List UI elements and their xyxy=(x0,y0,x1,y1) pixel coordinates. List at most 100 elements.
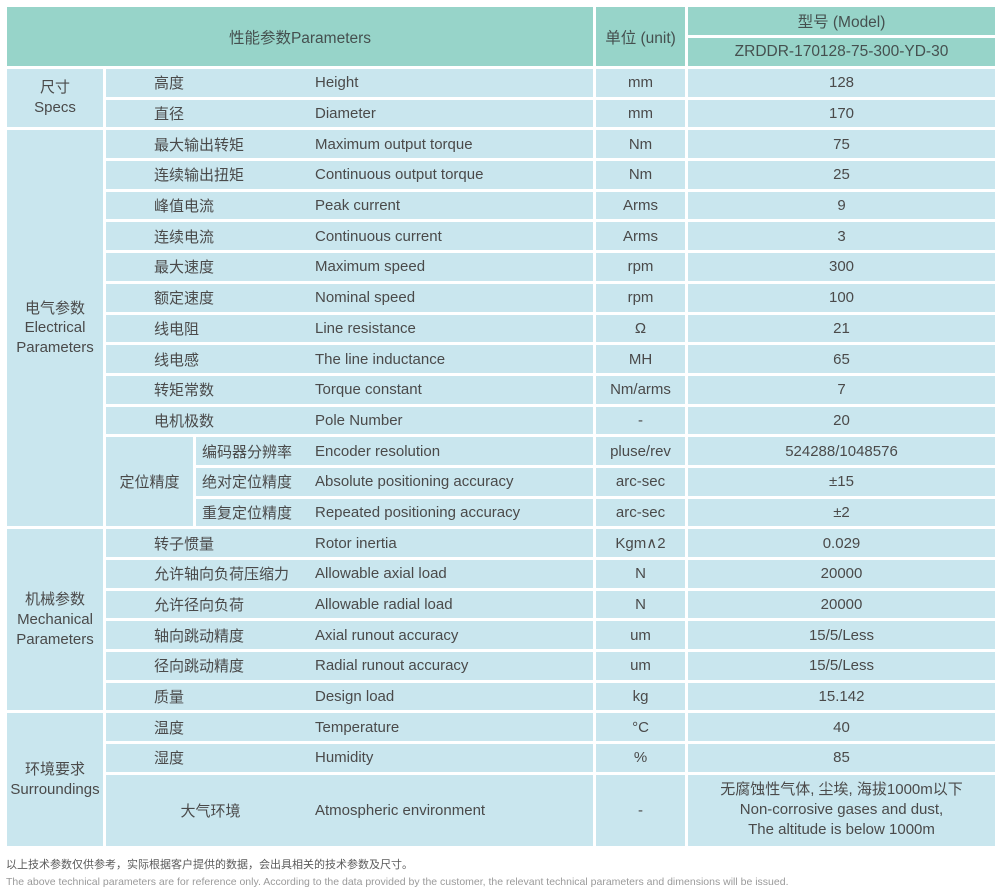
param-value: 75 xyxy=(685,127,998,162)
param-unit: um xyxy=(593,649,688,683)
param-en: Repeated positioning accuracy xyxy=(315,503,521,521)
param-name: 电机极数 Pole Number xyxy=(103,403,596,438)
section-label-en: Specs xyxy=(34,99,76,117)
param-unit: mm xyxy=(593,96,688,131)
footer-note-en: The above technical parameters are for r… xyxy=(6,875,789,888)
param-zh: 轴向跳动精度 xyxy=(154,627,245,645)
param-unit: Nm/arms xyxy=(593,372,688,407)
param-unit: rpm xyxy=(593,280,688,315)
param-unit: N xyxy=(593,587,688,622)
param-value: 85 xyxy=(685,741,998,775)
param-unit: °C xyxy=(593,710,688,745)
param-name: 绝对定位精度 Absolute positioning accuracy xyxy=(193,464,596,499)
section-surroundings: 环境要求 Surroundings xyxy=(4,710,106,849)
param-en: Pole Number xyxy=(315,411,403,429)
param-zh: 允许径向负荷 xyxy=(154,597,245,615)
param-name: 连续电流 Continuous current xyxy=(103,219,596,254)
section-specs: 尺寸 Specs xyxy=(4,65,106,131)
param-value: 524288/1048576 xyxy=(685,434,998,468)
table-row: 湿度 Humidity % 85 xyxy=(6,741,998,775)
param-zh: 重复定位精度 xyxy=(202,504,293,522)
param-unit: kg xyxy=(593,679,688,714)
table-row: 最大速度 Maximum speed rpm 300 xyxy=(6,250,998,284)
param-name: 线电感 The line inductance xyxy=(103,342,596,376)
footer-note-zh: 以上技术参数仅供参考，实际根据客户提供的数据，会出具相关的技术参数及尺寸。 xyxy=(6,858,413,871)
table-row: 允许径向负荷 Allowable radial load N 20000 xyxy=(6,587,998,622)
param-unit: Kgm∧2 xyxy=(593,526,688,560)
param-value: 20000 xyxy=(685,587,998,622)
param-en: Nominal speed xyxy=(315,289,416,307)
param-unit: Arms xyxy=(593,188,688,223)
param-name: 轴向跳动精度 Axial runout accuracy xyxy=(103,618,596,653)
param-unit: mm xyxy=(593,66,688,100)
param-en: Torque constant xyxy=(315,381,422,399)
table-row: 直径 Diameter mm 170 xyxy=(6,96,998,131)
param-en: Absolute positioning accuracy xyxy=(315,473,514,491)
param-en: Encoder resolution xyxy=(315,442,441,460)
table-row: 环境要求 Surroundings 温度 Temperature °C 40 xyxy=(4,710,998,849)
param-name: 转矩常数 Torque constant xyxy=(103,372,596,407)
param-value: 25 xyxy=(685,158,998,192)
param-unit: MH xyxy=(593,342,688,376)
param-name: 温度 Temperature xyxy=(103,710,596,745)
param-value: 300 xyxy=(685,250,998,284)
param-en: Maximum output torque xyxy=(315,135,473,153)
param-en: Line resistance xyxy=(315,319,416,337)
param-value: 无腐蚀性气体, 尘埃, 海拔1000m以下 Non-corrosive gase… xyxy=(685,771,998,849)
param-unit: N xyxy=(593,557,688,591)
param-value: 40 xyxy=(685,710,998,745)
param-unit: Nm xyxy=(593,158,688,192)
section-label-zh: 电气参数 xyxy=(24,299,85,317)
param-en: Temperature xyxy=(315,718,400,736)
param-name: 质量 Design load xyxy=(103,679,596,714)
table-row: 连续输出扭矩 Continuous output torque Nm 25 xyxy=(6,158,998,192)
param-zh: 最大输出转矩 xyxy=(154,136,245,154)
param-value: 0.029 xyxy=(685,526,998,560)
param-zh: 连续电流 xyxy=(154,228,215,246)
param-zh: 峰值电流 xyxy=(154,198,215,216)
model-header: 型号 (Model) xyxy=(685,4,998,38)
param-en: Peak current xyxy=(315,197,401,215)
param-en: Axial runout accuracy xyxy=(315,626,459,644)
param-zh: 线电阻 xyxy=(154,320,200,338)
param-en: Maximum speed xyxy=(315,258,426,276)
param-name: 高度 Height xyxy=(103,66,596,100)
param-value: 15/5/Less xyxy=(685,649,998,683)
param-name: 额定速度 Nominal speed xyxy=(103,280,596,315)
unit-header: 单位 (unit) xyxy=(593,4,688,69)
table-row: 机械参数 Mechanical Parameters 转子惯量 Rotor ine… xyxy=(4,526,998,714)
param-unit: Nm xyxy=(593,127,688,162)
param-unit: % xyxy=(593,741,688,775)
param-en: The line inductance xyxy=(315,350,446,368)
section-label-en: Electrical Parameters xyxy=(16,319,94,357)
table-row: 定位精度 编码器分辨率 Encoder resolution pluse/rev … xyxy=(6,434,998,530)
param-en: Radial runout accuracy xyxy=(315,657,469,675)
param-value: 9 xyxy=(685,188,998,223)
param-zh: 直径 xyxy=(154,106,185,124)
section-label-zh: 尺寸 xyxy=(39,79,70,97)
param-value: ±15 xyxy=(685,464,998,499)
param-value: 3 xyxy=(685,219,998,254)
param-value: 21 xyxy=(685,311,998,346)
param-en: Height xyxy=(315,74,359,92)
footer-notes: 以上技术参数仅供参考，实际根据客户提供的数据，会出具相关的技术参数及尺寸。 Th… xyxy=(4,849,995,888)
table-row: 转矩常数 Torque constant Nm/arms 7 xyxy=(6,372,998,407)
param-zh: 最大速度 xyxy=(154,259,215,277)
param-value: 65 xyxy=(685,342,998,376)
param-zh: 转矩常数 xyxy=(154,382,215,400)
param-name: 湿度 Humidity xyxy=(103,741,596,775)
section-label-zh: 环境要求 xyxy=(24,760,85,778)
param-unit: Ω xyxy=(593,311,688,346)
param-zh: 编码器分辨率 xyxy=(202,443,293,461)
group-positioning-accuracy: 定位精度 xyxy=(103,434,196,530)
param-unit: pluse/rev xyxy=(593,434,688,468)
atmos-value-line: The altitude is below 1000m xyxy=(748,821,935,839)
param-unit: - xyxy=(593,403,688,438)
param-zh: 线电感 xyxy=(154,351,200,369)
table-row: 尺寸 Specs 高度 Height mm 128 xyxy=(4,65,998,131)
param-name: 连续输出扭矩 Continuous output torque xyxy=(103,158,596,192)
param-zh: 允许轴向负荷压缩力 xyxy=(154,566,290,584)
param-unit: Arms xyxy=(593,219,688,254)
table-row: 大气环境 Atmospheric environment - 无腐蚀性气体, 尘埃… xyxy=(6,771,998,849)
param-zh: 质量 xyxy=(154,689,185,707)
